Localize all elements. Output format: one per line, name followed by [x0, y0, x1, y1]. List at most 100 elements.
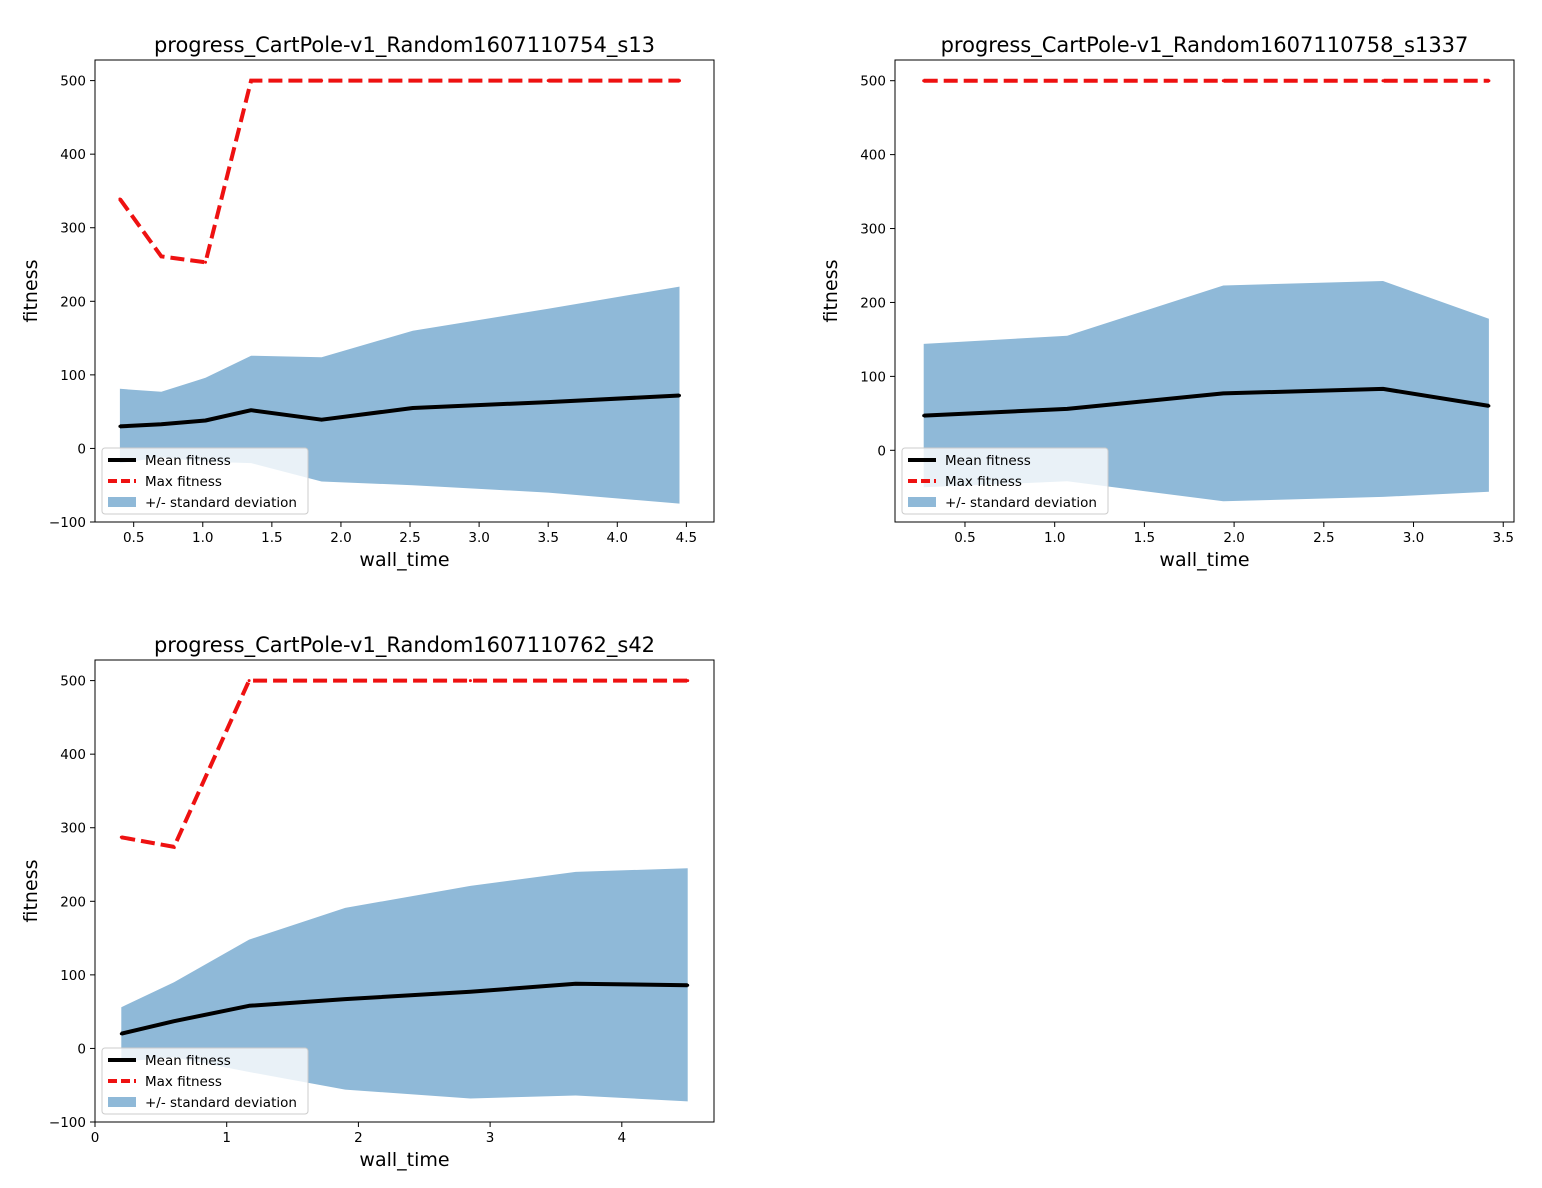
y-axis-label: fitness	[20, 260, 42, 323]
y-tick-label: 0	[77, 441, 86, 457]
subplot-2: 0.5 1.0 1.5 2.0 2.5 3.0 3.5 0 100 200 300 400 500 pro…	[820, 33, 1515, 571]
x-tick-label: 4	[618, 1130, 627, 1146]
y-tick-label: 400	[60, 147, 86, 163]
chart-title: progress_CartPole-v1_Random1607110758_s1…	[941, 33, 1469, 58]
x-tick-label: 1.0	[1044, 530, 1065, 546]
x-tick-label: 2	[354, 1130, 363, 1146]
mean-fitness-point	[320, 418, 324, 422]
legend-box	[101, 447, 309, 515]
y-tick-label: 200	[60, 294, 86, 310]
y-tick-label: 0	[877, 443, 886, 459]
legend: Mean fitness Max fitness +/- standard devi…	[101, 1047, 309, 1115]
y-axis-label: fitness	[820, 260, 842, 323]
y-tick-label: 0	[77, 1041, 86, 1057]
max-fitness-point	[172, 845, 176, 849]
mean-fitness-point	[922, 414, 926, 418]
y-tick-label: 200	[860, 295, 886, 311]
max-fitness-point	[574, 679, 578, 683]
max-fitness-point	[1065, 79, 1069, 83]
legend-max-label: Max fitness	[945, 474, 1022, 490]
x-axis-label: wall_time	[359, 1149, 449, 1171]
std-band	[121, 868, 688, 1102]
x-tick-label: 3	[486, 1130, 495, 1146]
mean-fitness-point	[1381, 387, 1385, 391]
x-tick-label: 1.5	[261, 530, 282, 546]
y-tick-label: 500	[860, 74, 886, 90]
max-fitness-point	[247, 679, 251, 683]
legend-band-label: +/- standard deviation	[945, 495, 1097, 511]
max-fitness-point	[678, 79, 681, 83]
max-fitness-point	[119, 835, 123, 839]
legend-box	[101, 1047, 309, 1115]
mean-fitness-point	[119, 1032, 123, 1036]
x-tick-label: 3.0	[468, 530, 489, 546]
x-tick-label: 4.5	[676, 530, 697, 546]
plot-frame	[94, 59, 715, 523]
mean-fitness-point	[249, 408, 253, 412]
legend-mean-label: Mean fitness	[145, 1053, 231, 1069]
y-tick-label: −100	[49, 1115, 86, 1131]
x-tick-label: 0.5	[954, 530, 975, 546]
x-tick-label: 2.5	[399, 530, 420, 546]
y-tick-label: 500	[60, 674, 86, 690]
legend: Mean fitness Max fitness +/- standard devi…	[101, 447, 309, 515]
y-tick-label: 100	[60, 968, 86, 984]
max-fitness-point	[204, 260, 207, 264]
legend-band-swatch	[908, 497, 936, 507]
max-fitness-line	[120, 678, 688, 850]
y-tick-label: 300	[60, 221, 86, 237]
legend: Mean fitness Max fitness +/- standard devi…	[901, 447, 1109, 515]
legend-mean-label: Mean fitness	[945, 453, 1031, 469]
mean-fitness-point	[678, 394, 681, 397]
y-tick-label: 400	[60, 747, 86, 763]
x-tick-label: 1.0	[192, 530, 213, 546]
max-fitness-point	[686, 679, 690, 683]
mean-fitness-point	[1487, 404, 1491, 408]
legend-max-label: Max fitness	[145, 1074, 222, 1090]
legend-mean-label: Mean fitness	[145, 453, 231, 469]
mean-fitness-point	[247, 1004, 251, 1008]
legend-box	[901, 447, 1109, 515]
std-band	[923, 281, 1489, 502]
mean-fitness-point	[118, 424, 122, 428]
legend-band-swatch	[108, 497, 136, 507]
max-fitness-point	[1381, 79, 1385, 83]
y-tick-label: 400	[860, 148, 886, 164]
x-tick-label: 1.5	[1134, 530, 1155, 546]
x-tick-label: 2.0	[1223, 530, 1244, 546]
plot-frame	[894, 59, 1515, 523]
y-tick-label: −100	[49, 515, 86, 531]
subplot-1: 0.5 1.0 1.5 2.0 2.5 3.0 3.5 4.0 4.5 −100 0 100 200 30…	[20, 33, 715, 571]
mean-fitness-point	[343, 997, 347, 1001]
y-tick-label: 200	[60, 894, 86, 910]
mean-fitness-point	[411, 406, 415, 410]
y-tick-label: 100	[860, 369, 886, 385]
subplot-3: 0 1 2 3 4 −100 0 100 200 300 400 500 progress_CartPo…	[20, 633, 715, 1171]
mean-fitness-point	[574, 982, 578, 986]
max-fitness-point	[546, 79, 550, 83]
max-fitness-point	[320, 79, 324, 83]
x-tick-label: 3.5	[1492, 530, 1513, 546]
chart-title: progress_CartPole-v1_Random1607110754_s1…	[154, 33, 655, 58]
x-tick-label: 3.0	[1403, 530, 1424, 546]
x-axis-label: wall_time	[1159, 549, 1249, 571]
mean-fitness-point	[1065, 407, 1069, 411]
x-tick-label: 3.5	[537, 530, 558, 546]
x-tick-label: 2.5	[1313, 530, 1334, 546]
legend-band-label: +/- standard deviation	[145, 495, 297, 511]
x-tick-label: 4.0	[607, 530, 628, 546]
plot-frame	[94, 659, 715, 1123]
y-tick-label: 300	[60, 821, 86, 837]
mean-fitness-point	[204, 419, 207, 422]
mean-fitness-point	[468, 990, 472, 994]
y-tick-label: 300	[860, 222, 886, 238]
x-axis-label: wall_time	[359, 549, 449, 571]
max-fitness-line	[118, 78, 680, 265]
y-tick-label: 100	[60, 368, 86, 384]
max-fitness-point	[1487, 79, 1491, 83]
x-tick-label: 2.0	[330, 530, 351, 546]
mean-fitness-point	[1221, 391, 1225, 395]
chart-title: progress_CartPole-v1_Random1607110762_s4…	[154, 633, 655, 658]
legend-band-swatch	[108, 1097, 136, 1107]
